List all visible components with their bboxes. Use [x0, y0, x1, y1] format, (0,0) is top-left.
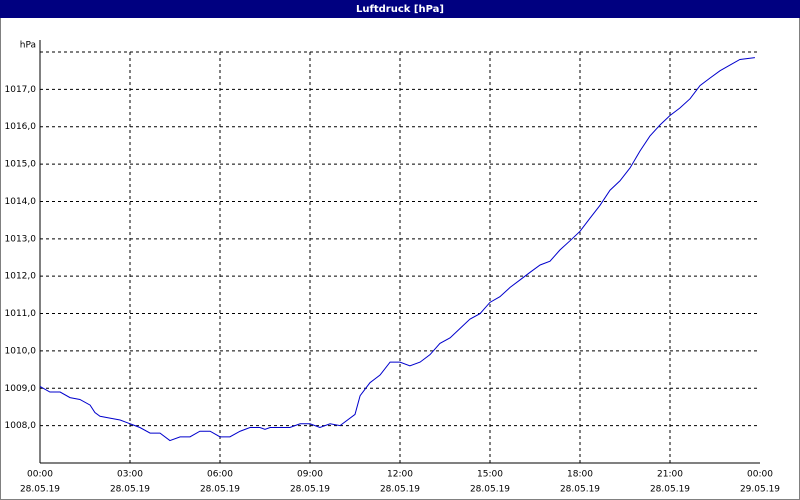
x-tick-label: 03:00 [117, 470, 143, 480]
x-tick-label: 21:00 [657, 470, 683, 480]
x-tick-date: 28.05.19 [20, 485, 60, 495]
chart-title: Luftdruck [hPa] [356, 4, 444, 15]
y-tick-label: 1009,0 [5, 384, 37, 394]
x-tick-label: 09:00 [297, 470, 323, 480]
title-bar [0, 0, 800, 18]
x-tick-date: 28.05.19 [290, 485, 330, 495]
y-tick-label: 1016,0 [5, 122, 37, 132]
x-tick-date: 28.05.19 [200, 485, 240, 495]
x-tick-date: 29.05.19 [740, 485, 780, 495]
y-tick-label: 1014,0 [5, 197, 37, 207]
y-tick-label: 1015,0 [5, 160, 37, 170]
x-tick-date: 28.05.19 [650, 485, 690, 495]
y-tick-label: 1013,0 [5, 234, 37, 244]
x-tick-label: 00:00 [747, 470, 773, 480]
x-tick-label: 12:00 [387, 470, 413, 480]
data-line [39, 57, 755, 442]
x-tick-date: 28.05.19 [560, 485, 600, 495]
x-tick-label: 18:00 [567, 470, 593, 480]
y-axis-label: hPa [20, 41, 36, 51]
x-tick-label: 00:00 [27, 470, 53, 480]
y-tick-label: 1017,0 [5, 85, 37, 95]
x-tick-date: 28.05.19 [380, 485, 420, 495]
x-tick-date: 28.05.19 [470, 485, 510, 495]
x-tick-label: 06:00 [207, 470, 233, 480]
x-tick-date: 28.05.19 [110, 485, 150, 495]
x-tick-label: 15:00 [477, 470, 503, 480]
y-tick-label: 1011,0 [5, 309, 37, 319]
y-tick-label: 1008,0 [5, 421, 37, 431]
y-tick-label: 1012,0 [5, 272, 37, 282]
y-tick-label: 1010,0 [5, 346, 37, 356]
